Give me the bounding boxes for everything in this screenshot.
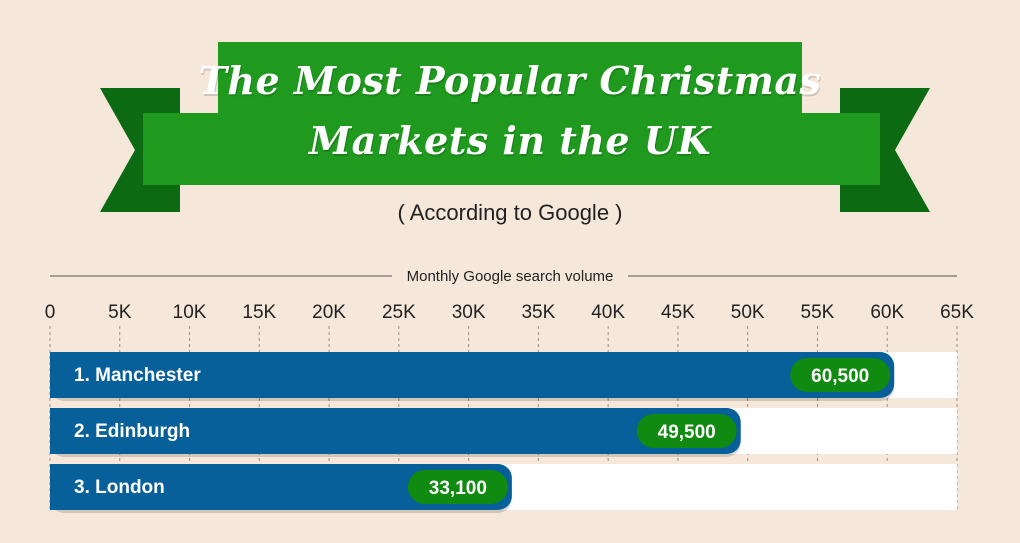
value-label: 60,500 [811,366,869,387]
banner-top [218,42,802,114]
tick-label: 5K [108,302,132,323]
tick-label: 40K [591,302,625,323]
bar-square-cap [50,352,66,398]
bar-square-cap [50,464,66,510]
tick-label: 10K [173,302,207,323]
value-label: 49,500 [658,422,716,443]
bar-square-cap [50,408,66,454]
tick-label: 0 [45,302,56,323]
tick-label: 20K [312,302,346,323]
banner-bottom [143,113,880,185]
page-title-line-1: The Most Popular Christmas [198,58,822,103]
tick-label: 60K [870,302,904,323]
bar-category-label: 2. Edinburgh [74,421,190,442]
title-banner [100,42,930,212]
value-pill [407,470,508,504]
tick-label: 35K [521,302,555,323]
bar [50,408,741,454]
page-title-line-2: Markets in the UK [309,118,711,163]
bar-category-label: 1. Manchester [74,365,201,386]
tick-label: 45K [661,302,695,323]
tick-label: 65K [940,302,974,323]
bar-category-label: 3. London [74,477,165,498]
axis-title: Monthly Google search volume [407,268,614,285]
bar [50,464,512,510]
value-label: 33,100 [429,478,487,499]
tick-label: 25K [382,302,416,323]
tick-label: 50K [731,302,765,323]
tick-label: 55K [801,302,835,323]
value-pill [636,414,737,448]
tick-label: 30K [452,302,486,323]
page-subtitle: ( According to Google ) [397,200,623,225]
bar [50,352,895,398]
tick-label: 15K [242,302,276,323]
value-pill [790,358,891,392]
